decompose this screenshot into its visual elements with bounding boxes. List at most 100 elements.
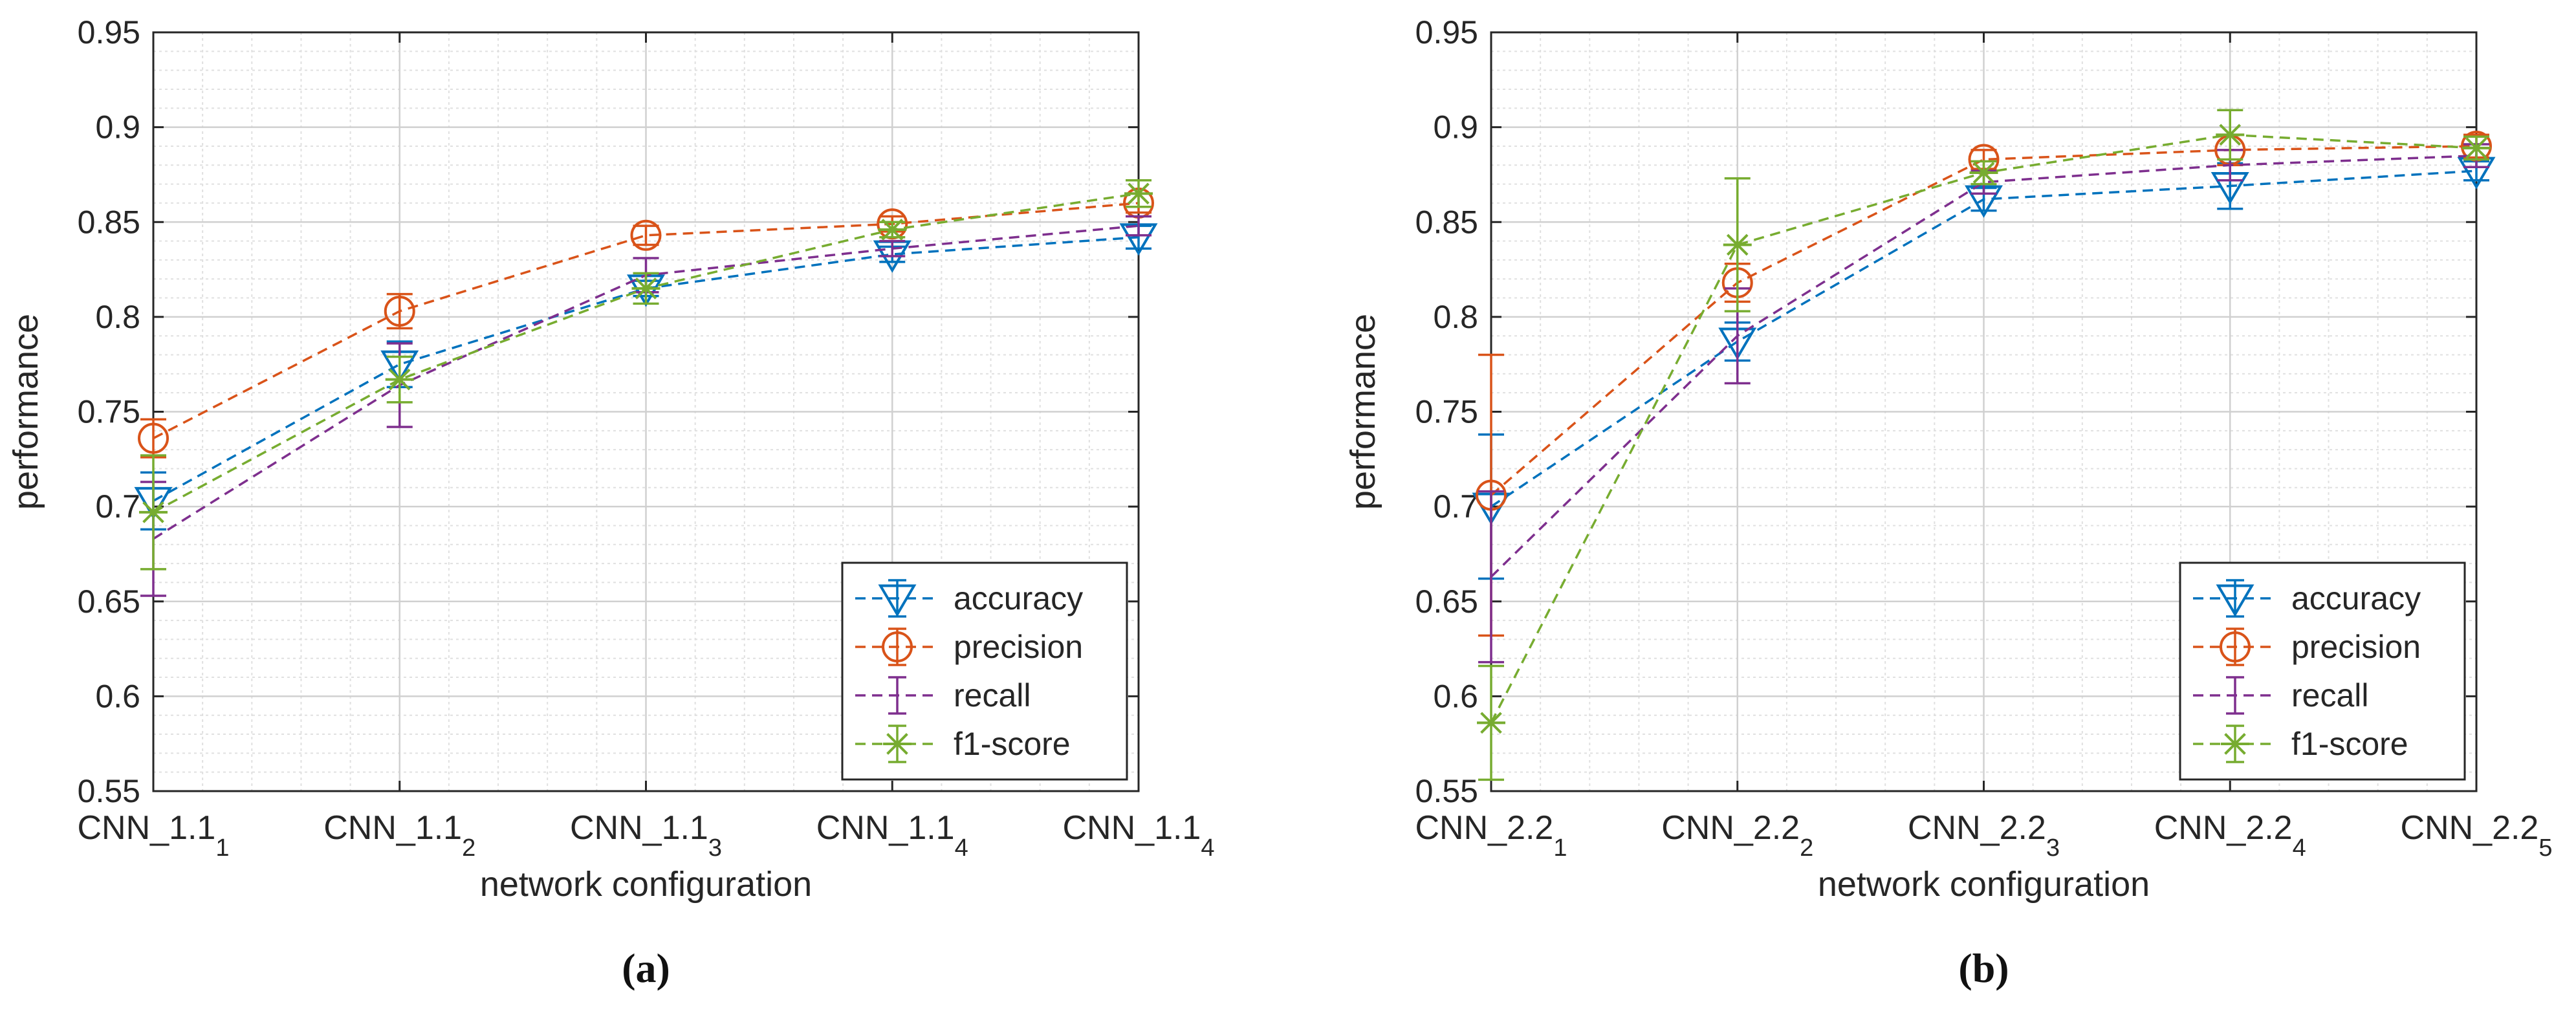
y-tick-label: 0.7 xyxy=(1433,488,1478,525)
panel-label: (b) xyxy=(1958,945,2009,991)
error-bar xyxy=(1478,490,1504,664)
data-point-f1 xyxy=(878,219,907,241)
y-tick-label: 0.75 xyxy=(1415,394,1478,430)
panel-label: (a) xyxy=(622,945,670,991)
x-tick-label-base: CNN_1.1 xyxy=(570,809,708,847)
y-tick-label: 0.55 xyxy=(78,773,140,809)
legend-label-recall: recall xyxy=(954,677,1031,713)
data-point-f1 xyxy=(1723,234,1752,256)
y-tick-label: 0.65 xyxy=(78,583,140,620)
y-tick-label: 0.9 xyxy=(95,109,140,146)
legend-label-accuracy: accuracy xyxy=(2291,580,2421,616)
x-tick-label-base: CNN_2.2 xyxy=(2400,809,2538,847)
legend: accuracy precision recall f1-score xyxy=(841,561,1128,781)
x-tick-label: CNN_2.23 xyxy=(1908,809,2060,862)
y-tick-label: 0.75 xyxy=(78,394,140,430)
x-tick-label-subscript: 5 xyxy=(2538,834,2552,862)
data-point-f1 xyxy=(1969,162,1998,184)
error-bar xyxy=(633,224,659,246)
x-tick-label-subscript: 4 xyxy=(955,834,968,862)
legend-marker-accuracy xyxy=(878,584,917,617)
data-point-precision xyxy=(138,422,169,454)
x-tick-label: CNN_1.14 xyxy=(816,809,968,862)
y-tick-label: 0.6 xyxy=(95,678,140,714)
x-tick-label-base: CNN_1.1 xyxy=(77,809,215,847)
y-tick-label: 0.85 xyxy=(1415,204,1478,240)
x-tick-label-subscript: 2 xyxy=(1800,834,1813,862)
x-tick-label: CNN_1.12 xyxy=(323,809,475,862)
series-f1 xyxy=(1477,109,2491,781)
data-point-f1 xyxy=(139,501,168,523)
x-tick-label-base: CNN_1.1 xyxy=(323,809,462,847)
data-point-f1 xyxy=(2462,137,2491,159)
series-line-precision xyxy=(1490,145,2477,496)
series-line-recall xyxy=(1490,154,2477,578)
y-axis-label: performance xyxy=(6,314,45,510)
legend-marker-accuracy xyxy=(2216,584,2254,617)
data-point-f1 xyxy=(631,278,660,300)
y-axis-label: performance xyxy=(1344,314,1382,510)
x-tick-label-base: CNN_2.2 xyxy=(2154,809,2293,847)
legend-label-f1: f1-score xyxy=(954,726,1071,762)
y-tick-label: 0.55 xyxy=(1415,773,1478,809)
legend-item-recall: recall xyxy=(855,676,1031,715)
data-point-f1 xyxy=(385,368,414,391)
x-tick-label-base: CNN_2.2 xyxy=(1908,809,2046,847)
x-tick-label-base: CNN_2.2 xyxy=(1661,809,1800,847)
x-tick-label-base: CNN_1.1 xyxy=(816,809,955,847)
y-tick-label: 0.95 xyxy=(1415,14,1478,50)
legend: accuracy precision recall f1-score xyxy=(2179,561,2466,781)
legend-item-precision: precision xyxy=(855,627,1083,666)
legend-label-accuracy: accuracy xyxy=(954,580,1083,616)
x-axis-label: network configuration xyxy=(1818,865,2150,904)
y-tick-label: 0.95 xyxy=(78,14,140,50)
x-tick-label-subscript: 1 xyxy=(1553,834,1567,862)
data-point-f1 xyxy=(1124,182,1153,205)
legend-label-recall: recall xyxy=(2291,677,2368,713)
y-tick-label: 0.6 xyxy=(1433,678,1478,714)
x-tick-label-subscript: 4 xyxy=(1201,834,1214,862)
legend-item-recall: recall xyxy=(2193,676,2368,715)
y-tick-label: 0.65 xyxy=(1415,583,1478,620)
x-tick-label-subscript: 4 xyxy=(2293,834,2306,862)
x-tick-label-base: CNN_1.1 xyxy=(1062,809,1201,847)
chart-panel-b: 0.550.60.650.70.750.80.850.90.95CNN_2.21… xyxy=(1344,14,2553,991)
data-point-precision xyxy=(630,219,662,251)
y-tick-label: 0.8 xyxy=(1433,299,1478,335)
legend-marker-precision xyxy=(2220,631,2251,662)
x-tick-label: CNN_2.24 xyxy=(2154,809,2306,862)
data-point-f1 xyxy=(1477,712,1505,734)
legend-label-f1: f1-score xyxy=(2291,726,2408,762)
x-tick-label-subscript: 1 xyxy=(215,834,229,862)
legend-item-f1: f1-score xyxy=(2193,724,2408,763)
x-tick-label-subscript: 3 xyxy=(2046,834,2060,862)
x-tick-label: CNN_1.14 xyxy=(1062,809,1214,862)
legend-item-precision: precision xyxy=(2193,627,2421,666)
y-tick-label: 0.9 xyxy=(1433,109,1478,146)
x-tick-label: CNN_2.25 xyxy=(2400,809,2552,862)
legend-label-precision: precision xyxy=(954,629,1083,665)
x-tick-label: CNN_1.13 xyxy=(570,809,722,862)
y-tick-label: 0.7 xyxy=(95,488,140,525)
y-tick-label: 0.85 xyxy=(78,204,140,240)
x-tick-label: CNN_1.11 xyxy=(77,809,229,862)
series-f1 xyxy=(139,179,1153,571)
y-tick-label: 0.8 xyxy=(95,299,140,335)
chart-panel-a: 0.550.60.650.70.750.80.850.90.95CNN_1.11… xyxy=(6,14,1215,991)
legend-item-accuracy: accuracy xyxy=(855,579,1083,618)
legend-item-f1: f1-score xyxy=(855,724,1071,763)
legend-marker-f1 xyxy=(2221,733,2249,755)
x-tick-label-base: CNN_2.2 xyxy=(1415,809,1553,847)
legend-label-precision: precision xyxy=(2291,629,2421,665)
error-bar xyxy=(879,239,906,257)
data-point-f1 xyxy=(2216,124,2245,146)
x-tick-label: CNN_2.21 xyxy=(1415,809,1567,862)
legend-marker-f1 xyxy=(883,733,911,755)
error-bar xyxy=(386,292,413,330)
x-tick-label: CNN_2.22 xyxy=(1661,809,1813,862)
legend-item-accuracy: accuracy xyxy=(2193,579,2421,618)
x-axis-label: network configuration xyxy=(480,865,812,904)
x-tick-label-subscript: 2 xyxy=(462,834,475,862)
